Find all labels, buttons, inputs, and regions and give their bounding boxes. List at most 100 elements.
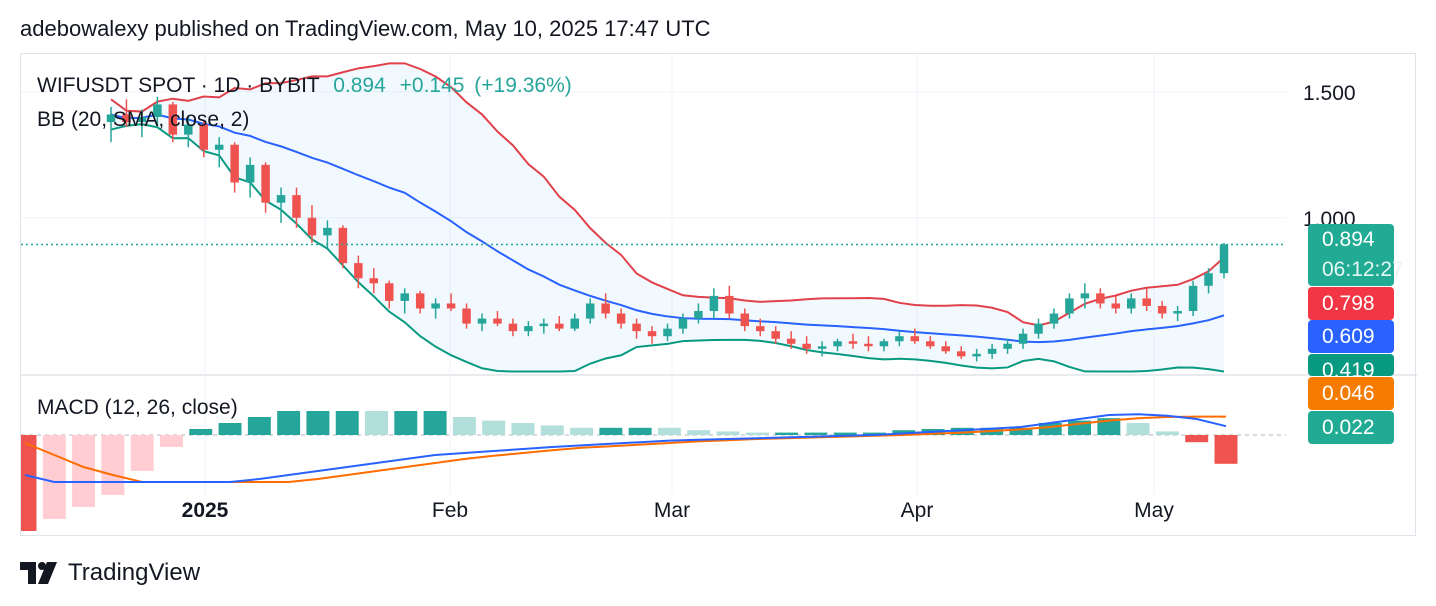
macd-line [24,413,1227,483]
macd-histogram-bar [218,423,242,435]
macd-histogram-bar [628,427,652,435]
x-tick-label: Apr [901,499,934,522]
macd-histogram-bar [540,425,564,435]
candle-body [415,293,425,309]
candle-body [1049,313,1059,324]
candle-body [1204,273,1213,286]
candle-body [694,311,703,319]
macd-histogram-bar [745,432,769,435]
last-price-tag: 0.894 06:12:27 [1308,224,1404,286]
candle-body [663,328,672,337]
candle-body [1157,305,1167,314]
macd-histogram-bar [306,411,330,435]
candle-body [1065,298,1074,314]
candle-body [972,353,981,357]
macd-histogram-bar [452,417,476,435]
macd-histogram-bar [570,427,594,435]
candle-body [230,144,239,183]
macd-histogram-bar [804,432,828,435]
candle-body [1126,298,1136,309]
macd-histogram-bar [687,430,711,435]
last-price-legend: 0.894 [333,74,386,97]
macd-histogram-bar [863,432,886,435]
macd-histogram-bar [335,411,359,435]
macd-signal-tag: 0.046 [1308,377,1394,410]
candle-body [740,313,750,327]
macd-histogram-bar [1155,431,1179,435]
x-tick-label: May [1134,499,1174,522]
candle-body [910,336,920,342]
candle-body [261,164,270,203]
candle-body [384,283,394,301]
macd-histogram-bar [247,417,271,435]
macd-histogram-bar [833,432,857,435]
candle-body [122,114,131,123]
candle-body [941,346,951,352]
candle-body [524,326,533,332]
macd-histogram-bar [72,435,96,507]
macd-histogram-bar [599,427,623,435]
candle-body [987,348,997,354]
candle-body [632,323,641,332]
last-price-value: 0.894 [1322,228,1375,251]
candle-body [678,318,688,329]
candle-body [168,104,178,135]
candle-body [802,343,811,349]
candle-body [292,195,301,218]
candle-body [1219,244,1229,274]
symbol-title[interactable]: WIFUSDT SPOT · 1D · BYBIT [37,74,320,97]
macd-histogram-bar [130,435,154,471]
candle-body [585,303,595,319]
candle-body [786,338,796,344]
symbol-legend: WIFUSDT SPOT · 1D · BYBIT 0.894 +0.145 (… [37,74,572,98]
macd-histogram-bar [21,435,37,531]
candle-body [1034,323,1043,334]
candle-body [555,323,564,329]
candle-body [539,323,549,327]
candle-body [833,341,842,347]
candle-body [895,336,904,342]
candle-body [153,104,162,117]
macd-histogram-bar [159,435,183,447]
candle-body [1142,298,1151,306]
bb-basis-line [110,113,1225,344]
candle-body [446,303,456,309]
bb-upper-tag: 0.798 [1308,287,1394,320]
macd-histogram-bar [1097,418,1121,435]
candle-body [848,341,858,344]
x-tick-label: Mar [654,499,690,522]
macd-legend[interactable]: MACD (12, 26, close) [37,396,238,419]
candle-body [338,227,348,264]
candle-body [1018,333,1028,344]
candle-body [725,295,734,314]
macd-histogram-bar [423,411,447,435]
candle-body [879,341,889,347]
chart-panel[interactable]: 1.500 1.000 2025 Feb Mar Apr May WIFUSDT SPOT … [20,53,1417,537]
macd-histogram-bar [277,411,301,435]
candle-body [323,227,332,236]
countdown-value: 06:12:27 [1322,258,1404,281]
candle-body [616,313,626,324]
candle-body [864,343,873,347]
candle-body [245,164,255,183]
candle-body [307,217,317,236]
candle-body [1188,285,1198,312]
candle-body [199,124,209,150]
brand-name: TradingView [68,559,201,586]
macd-histogram-bar [950,427,974,435]
candle-body [1173,311,1182,314]
candle-body [956,351,966,357]
candle-body [354,263,363,279]
candle-body [276,195,286,203]
candle-body [1003,343,1012,349]
macd-histogram-bar [657,427,681,435]
x-tick-label: 2025 [182,499,229,522]
macd-histogram-bar [1126,423,1150,435]
candle-body [570,318,580,329]
bb-legend[interactable]: BB (20, SMA, close, 2) [37,108,250,131]
candle-body [214,144,224,150]
bb-basis-tag: 0.609 [1308,320,1394,353]
candle-body [755,326,765,332]
tradingview-logo-icon [20,562,57,584]
